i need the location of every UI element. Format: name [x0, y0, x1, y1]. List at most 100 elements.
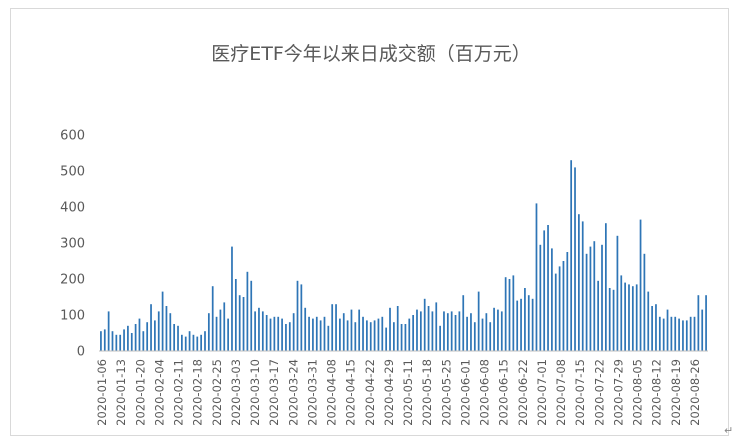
- bar: [585, 253, 588, 351]
- bar: [304, 307, 307, 351]
- bar: [231, 246, 233, 351]
- bar: [107, 311, 110, 351]
- bar: [184, 336, 187, 351]
- bar: [512, 275, 515, 351]
- bar: [489, 322, 492, 351]
- bar: [593, 241, 596, 351]
- bar: [685, 320, 688, 351]
- bar: [292, 313, 295, 351]
- x-tick-label: 2020-04-08: [325, 359, 339, 426]
- bar: [350, 309, 353, 351]
- x-tick-label: 2020-06-15: [497, 359, 511, 426]
- bar: [319, 320, 322, 351]
- x-tick-label: 2020-07-08: [554, 359, 568, 426]
- bar: [697, 295, 700, 351]
- bar: [115, 334, 118, 351]
- bar: [285, 324, 287, 351]
- x-tick-label: 2020-02-25: [210, 359, 224, 426]
- bar: [342, 313, 345, 351]
- bar: [258, 307, 260, 351]
- x-tick-label: 2020-06-22: [516, 359, 530, 426]
- bar: [554, 273, 557, 351]
- bar: [223, 302, 226, 351]
- bar: [427, 306, 430, 351]
- y-tick-label: 500: [60, 165, 85, 180]
- bar: [250, 280, 253, 351]
- bar: [419, 311, 422, 351]
- bar: [196, 336, 199, 351]
- bar: [570, 160, 573, 351]
- bar: [620, 275, 623, 351]
- bar: [547, 225, 549, 351]
- bar: [323, 316, 326, 351]
- bar: [354, 322, 357, 351]
- bar: [493, 307, 495, 351]
- bar: [269, 318, 272, 351]
- bar: [662, 318, 665, 351]
- bar: [389, 307, 391, 351]
- bar: [165, 306, 168, 351]
- bar: [612, 289, 615, 351]
- bar: [381, 316, 384, 351]
- bar: [261, 311, 264, 351]
- bar: [705, 295, 707, 351]
- bar: [443, 311, 445, 351]
- y-tick-label: 200: [60, 273, 85, 288]
- x-tick-label: 2020-03-03: [229, 359, 243, 426]
- bar: [211, 286, 214, 351]
- bar: [281, 318, 283, 351]
- y-axis: 0 100 200 300 400 500 600: [60, 129, 85, 360]
- bar: [497, 309, 499, 351]
- bar: [173, 324, 176, 351]
- bar: [435, 302, 438, 351]
- y-tick-label: 600: [60, 129, 85, 144]
- bar: [693, 316, 696, 351]
- x-tick-label: 2020-05-11: [401, 359, 415, 426]
- bar: [246, 271, 249, 351]
- bar: [331, 304, 334, 351]
- bar: [628, 284, 630, 351]
- bar: [543, 230, 546, 351]
- bar: [154, 320, 156, 351]
- bar: [254, 311, 256, 351]
- bar: [188, 331, 191, 351]
- bar: [581, 221, 584, 351]
- bar: [551, 248, 553, 351]
- bar: [181, 334, 183, 351]
- bar: [215, 316, 218, 351]
- x-tick-label: 2020-06-08: [478, 359, 492, 426]
- x-tick-label: 2020-02-04: [152, 359, 166, 426]
- bar: [288, 322, 291, 351]
- x-tick-label: 2020-08-26: [688, 359, 702, 426]
- x-tick-label: 2020-04-22: [363, 359, 377, 426]
- bar: [666, 309, 669, 351]
- bar: [508, 279, 511, 351]
- bar: [169, 313, 172, 351]
- chart-title: 医疗ETF今年以来日成交额（百万元）: [211, 43, 531, 65]
- x-tick-label: 2020-05-18: [420, 359, 434, 426]
- bar: [138, 318, 141, 351]
- bar: [385, 327, 388, 351]
- bar: [265, 315, 268, 351]
- bar: [416, 309, 418, 351]
- bar: [635, 284, 638, 351]
- x-tick-label: 2020-08-19: [669, 359, 683, 426]
- bar-chart: 医疗ETF今年以来日成交额（百万元） 0 100 200 300 400 500 600 2…: [60, 43, 708, 426]
- bar: [238, 295, 241, 351]
- y-tick-label: 400: [60, 201, 85, 216]
- x-tick-label: 2020-03-17: [267, 359, 281, 426]
- bar: [327, 325, 330, 351]
- bar: [682, 320, 684, 351]
- bar-series: [100, 160, 707, 351]
- bar: [651, 306, 653, 351]
- bar: [111, 331, 114, 351]
- y-tick-label: 0: [77, 345, 85, 360]
- x-tick-label: 2020-08-05: [631, 359, 645, 426]
- bar: [300, 284, 303, 351]
- bar: [674, 316, 677, 351]
- bar: [396, 306, 399, 351]
- x-tick-label: 2020-02-11: [172, 359, 186, 426]
- bar: [616, 235, 619, 351]
- y-tick-label: 300: [60, 237, 85, 252]
- bar: [296, 280, 299, 351]
